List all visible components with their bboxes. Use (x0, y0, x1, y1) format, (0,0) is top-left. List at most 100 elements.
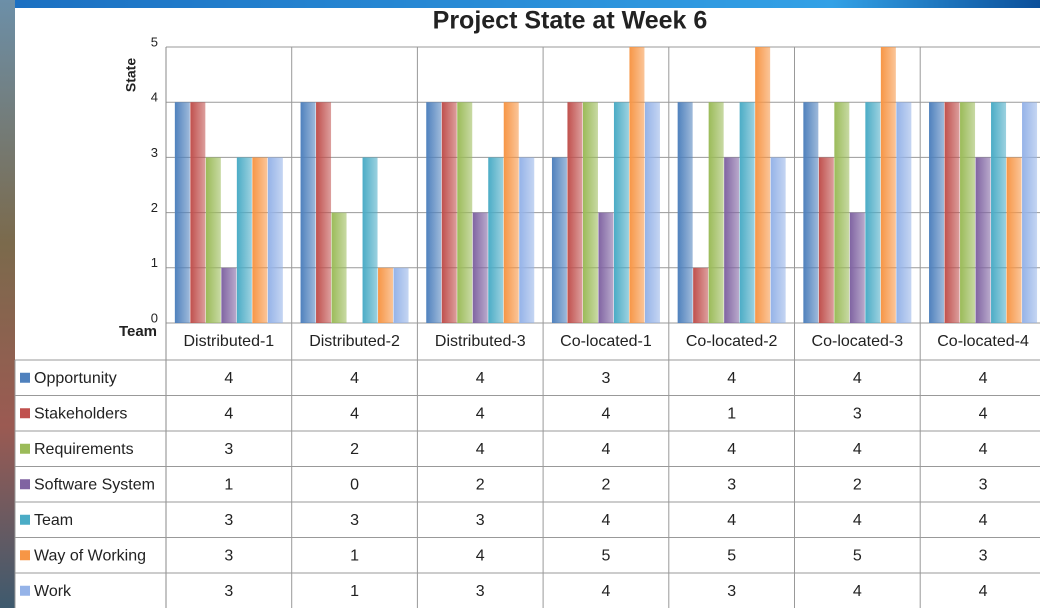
bar (1006, 157, 1022, 323)
table-cell: 5 (727, 547, 736, 564)
bar (693, 267, 709, 323)
table-cell: 4 (727, 512, 736, 529)
bar (896, 102, 912, 323)
y-tick-label: 4 (151, 90, 158, 105)
legend-label: Opportunity (34, 370, 117, 387)
bar (975, 157, 991, 323)
y-axis-label: State (123, 58, 139, 92)
bar (960, 102, 976, 323)
table-cell: 4 (350, 405, 359, 422)
legend-swatch (20, 550, 30, 561)
bar (677, 102, 693, 323)
legend-label: Team (34, 512, 73, 529)
table-cell: 1 (224, 476, 233, 493)
y-tick-label: 5 (151, 34, 158, 49)
table-cell: 3 (476, 512, 485, 529)
table-cell: 4 (476, 441, 485, 458)
table-cell: 0 (350, 476, 359, 493)
bar (441, 102, 457, 323)
bar (236, 157, 252, 323)
table-cell: 4 (350, 370, 359, 387)
legend-swatch (20, 443, 30, 454)
legend-label: Work (34, 583, 72, 600)
table-cell: 4 (853, 370, 862, 387)
x-tick-label: Distributed-1 (183, 333, 274, 350)
table-cell: 4 (979, 512, 988, 529)
legend-swatch (20, 408, 30, 419)
table-cell: 4 (601, 405, 610, 422)
bar (378, 267, 394, 323)
x-tick-label: Co-located-3 (812, 333, 904, 350)
table-cell: 3 (727, 476, 736, 493)
bar (644, 102, 660, 323)
bar (316, 102, 332, 323)
bar (551, 157, 567, 323)
legend-label: Way of Working (34, 547, 146, 564)
bar (582, 102, 598, 323)
y-tick-label: 2 (151, 200, 158, 215)
bar (174, 102, 190, 323)
bar (190, 102, 206, 323)
bar (929, 102, 945, 323)
table-cell: 4 (224, 405, 233, 422)
bar (393, 267, 409, 323)
x-tick-label: Distributed-2 (309, 333, 400, 350)
legend-label: Software System (34, 476, 155, 493)
table-cell: 2 (601, 476, 610, 493)
bar (1022, 102, 1038, 323)
bar (331, 212, 347, 323)
bar (221, 267, 237, 323)
bar (472, 212, 488, 323)
bar (362, 157, 378, 323)
bar (488, 157, 504, 323)
table-cell: 5 (601, 547, 610, 564)
bar (755, 47, 771, 323)
bar (503, 102, 519, 323)
table-cell: 3 (224, 547, 233, 564)
bar (567, 102, 583, 323)
table-cell: 5 (853, 547, 862, 564)
table-cell: 1 (350, 547, 359, 564)
table-cell: 2 (853, 476, 862, 493)
side-image (0, 0, 15, 608)
y-tick-label: 1 (151, 255, 158, 270)
table-cell: 4 (476, 405, 485, 422)
bar (457, 102, 473, 323)
bar (300, 102, 316, 323)
bar (724, 157, 740, 323)
table-cell: 4 (979, 405, 988, 422)
table-cell: 3 (224, 441, 233, 458)
table-cell: 3 (224, 512, 233, 529)
table-cell: 3 (727, 583, 736, 600)
table-cell: 3 (350, 512, 359, 529)
table-cell: 3 (853, 405, 862, 422)
legend-label: Stakeholders (34, 405, 127, 422)
bar (834, 102, 850, 323)
table-cell: 4 (853, 583, 862, 600)
table-cell: 4 (601, 441, 610, 458)
table-cell: 2 (350, 441, 359, 458)
chart-title: Project State at Week 6 (433, 7, 708, 35)
table-cell: 2 (476, 476, 485, 493)
table-cell: 4 (224, 370, 233, 387)
bar (880, 47, 896, 323)
table-cell: 4 (601, 583, 610, 600)
table-cell: 1 (350, 583, 359, 600)
table-cell: 3 (979, 476, 988, 493)
table-cell: 3 (476, 583, 485, 600)
legend-label: Requirements (34, 441, 134, 458)
x-tick-label: Distributed-3 (435, 333, 526, 350)
bar (267, 157, 283, 323)
bar (865, 102, 881, 323)
y-tick-label: 0 (151, 310, 158, 325)
bar (803, 102, 819, 323)
table-cell: 4 (853, 512, 862, 529)
bar (739, 102, 755, 323)
table-cell: 4 (601, 512, 610, 529)
bar (818, 157, 834, 323)
table-cell: 3 (979, 547, 988, 564)
legend-swatch (20, 372, 30, 383)
table-cell: 4 (979, 370, 988, 387)
table-cell: 4 (853, 441, 862, 458)
